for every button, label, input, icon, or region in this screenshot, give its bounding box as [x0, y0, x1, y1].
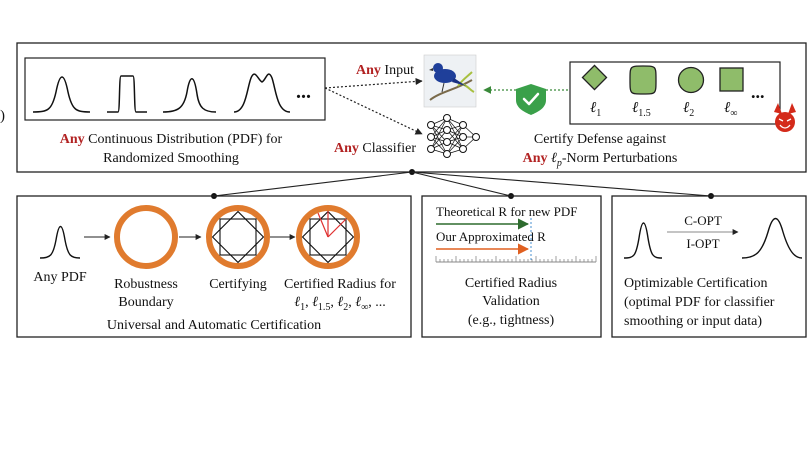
approximated-r-label: Our Approximated R [436, 229, 546, 244]
robustness-boundary-ring [114, 205, 178, 269]
universal-certification-panel [16, 195, 412, 338]
defense-caption-line1: Certify Defense against [534, 132, 666, 147]
pdf-caption-line2: Randomized Smoothing [103, 151, 239, 166]
optimizable-caption-line2: (optimal PDF for classifier [624, 295, 775, 310]
norm-label-linf: ℓ∞ [724, 100, 737, 119]
any-pdf-label: Any PDF [33, 270, 87, 285]
any-input-label: Any Input [356, 63, 414, 78]
connector-to-mid-panel [411, 171, 512, 197]
i-opt-label: I-OPT [686, 236, 719, 251]
left-bracket-marker: ) [0, 108, 5, 124]
narrow-pdf-curve [623, 222, 663, 259]
l1-diamond-shape [581, 64, 608, 91]
c-opt-label: C-OPT [684, 213, 722, 228]
pdf-shapes-box [24, 57, 326, 121]
pdf-caption-line1: Any Continuous Distribution (PDF) for [60, 132, 283, 147]
certifying-ring-with-polygons [206, 205, 270, 269]
validation-caption-line1: Certified Radius [465, 276, 557, 291]
devil-attacker-icon [774, 103, 796, 132]
ruler-scale [435, 256, 597, 263]
shield-check-icon [516, 84, 546, 115]
certified-radius-label-line1: Certified Radius for [284, 277, 396, 292]
optimizable-caption-line3: smoothing or input data) [624, 314, 762, 329]
bimodal-pdf-curve [233, 73, 291, 113]
bird-input-image [423, 54, 477, 108]
pdf-to-input-arrow [324, 77, 423, 89]
validation-caption-line3: (e.g., tightness) [468, 313, 555, 328]
l1-5-superellipse-shape [629, 65, 657, 95]
universal-certification-caption: Universal and Automatic Certification [107, 318, 321, 333]
norm-label-l2: ℓ2 [683, 100, 694, 119]
theoretical-r-label: Theoretical R for new PDF [436, 204, 578, 219]
robustness-label-line2: Boundary [118, 295, 173, 310]
uniform-pdf-curve [107, 75, 147, 113]
norm-label-l1-5: ℓ1.5 [632, 100, 651, 119]
optimized-pdf-curve [741, 217, 803, 259]
connector-to-left-panel [213, 171, 413, 197]
gaussian-pdf-curve [32, 76, 91, 113]
defense-caption-line2: Any ℓp-Norm Perturbations [523, 151, 678, 169]
skewed-pdf-curve [162, 78, 217, 113]
certified-radius-label-line2: ℓ1, ℓ1.5, ℓ2, ℓ∞, ... [294, 295, 386, 313]
neural-network-classifier-icon [427, 114, 480, 158]
validation-caption-line2: Validation [482, 294, 540, 309]
norm-label-l1: ℓ1 [590, 100, 601, 119]
connector-to-right-panel [411, 171, 712, 197]
linf-square-shape [719, 67, 744, 92]
l2-circle-shape [677, 66, 705, 94]
robustness-label-line1: Robustness [114, 277, 178, 292]
norm-shapes-box [569, 61, 781, 125]
any-pdf-curve [39, 225, 81, 259]
any-classifier-label: Any Classifier [334, 141, 416, 156]
norm-ellipsis: ... [751, 82, 765, 102]
certified-radius-ring [296, 205, 360, 269]
optimizable-caption-line1: Optimizable Certification [624, 276, 767, 291]
pdf-ellipsis: ... [296, 81, 311, 103]
radius-validation-panel [421, 195, 602, 338]
pdf-to-classifier-arrow [324, 87, 423, 135]
certifying-label: Certifying [209, 277, 267, 292]
optimizable-certification-panel [611, 195, 807, 338]
